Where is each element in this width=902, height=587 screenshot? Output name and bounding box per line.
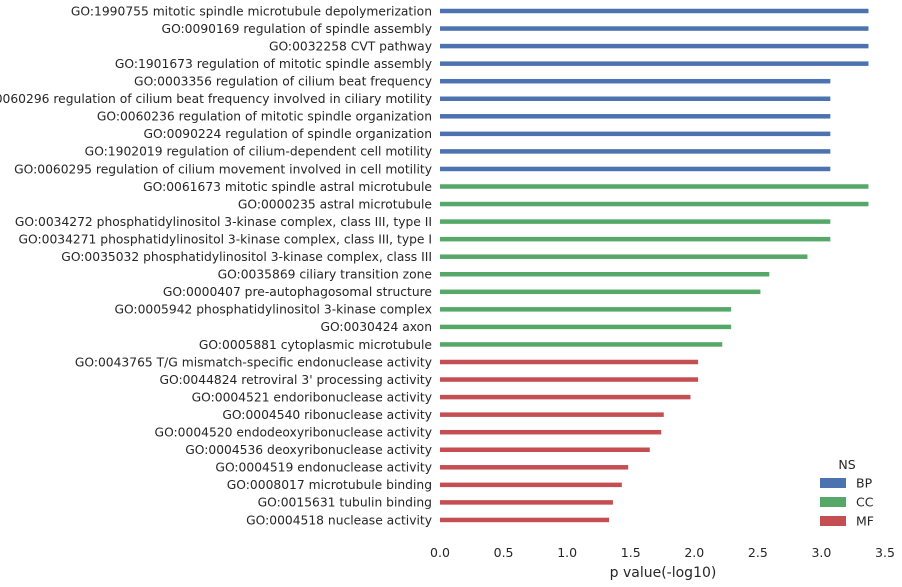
- y-tick-label: GO:0090224 regulation of spindle organiz…: [143, 127, 432, 141]
- legend-label: MF: [856, 514, 874, 529]
- legend-title: NS: [838, 457, 855, 472]
- bar: [440, 184, 869, 189]
- x-tick-label: 1.0: [557, 545, 577, 560]
- y-tick-label: GO:0061673 mitotic spindle astral microt…: [143, 180, 432, 194]
- bar: [440, 166, 831, 172]
- x-tick-label: 3.0: [811, 545, 831, 560]
- legend: NS BP CC MF: [820, 457, 874, 529]
- y-tick-label: GO:0060295 regulation of cilium movement…: [14, 162, 432, 176]
- y-tick-label: GO:0030424 axon: [320, 320, 432, 334]
- x-tick-label: 2.5: [748, 545, 768, 560]
- y-tick-label: GO:0004536 deoxyribonuclease activity: [185, 443, 432, 457]
- legend-swatch: [820, 478, 846, 488]
- legend-swatch: [820, 497, 846, 507]
- y-tick-label: GO:0005942 phosphatidylinositol 3-kinase…: [114, 303, 432, 317]
- y-tick-label: GO:0003356 regulation of cilium beat fre…: [134, 75, 432, 89]
- bar: [440, 482, 622, 488]
- y-tick-label: GO:0034272 phosphatidylinositol 3-kinase…: [15, 215, 432, 229]
- y-tick-label: GO:0000235 astral microtubule: [238, 197, 432, 211]
- x-tick-labels: 0.0 0.5 1.0 1.5 2.0 2.5 3.0 3.5: [430, 545, 895, 560]
- y-tick-label: GO:1902019 regulation of cilium-dependen…: [85, 145, 432, 159]
- x-tick-label: 0.0: [430, 545, 450, 560]
- bar: [440, 61, 869, 66]
- bar: [440, 465, 629, 470]
- bar: [440, 394, 691, 400]
- y-tick-label: GO:0015631 tubulin binding: [258, 496, 432, 510]
- bar: [440, 447, 650, 452]
- bars: [440, 8, 869, 523]
- bar: [440, 254, 808, 259]
- bar: [440, 307, 732, 312]
- y-tick-label: GO:0000407 pre-autophagosomal structure: [163, 285, 432, 299]
- legend-swatch: [820, 516, 846, 526]
- y-tick-label: GO:0004519 endonuclease activity: [215, 461, 432, 475]
- bar: [440, 342, 723, 347]
- y-tick-label: GO:0044824 retroviral 3' processing acti…: [159, 373, 432, 387]
- bar: [440, 517, 610, 523]
- y-tick-label: GO:0034271 phosphatidylinositol 3-kinase…: [18, 232, 432, 246]
- bar: [440, 324, 732, 330]
- bar: [440, 26, 869, 31]
- bar: [440, 429, 662, 435]
- bar: [440, 236, 831, 242]
- bar: [440, 114, 831, 119]
- bar: [440, 201, 869, 207]
- y-tick-label: GO:0004520 endodeoxyribonuclease activit…: [155, 426, 432, 440]
- bar: [440, 96, 831, 101]
- bar: [440, 8, 869, 14]
- bar: [440, 500, 613, 505]
- y-tick-label: GO:0004521 endoribonuclease activity: [192, 390, 432, 404]
- bar: [440, 377, 699, 382]
- y-tick-label: GO:0060236 regulation of mitotic spindle…: [97, 110, 432, 124]
- legend-label: BP: [856, 476, 873, 491]
- x-tick-label: 3.5: [875, 545, 895, 560]
- y-tick-label: GO:0032258 CVT pathway: [269, 39, 432, 53]
- bar: [440, 359, 699, 365]
- x-tick-label: 2.0: [684, 545, 704, 560]
- bar: [440, 219, 831, 224]
- bar: [440, 131, 831, 137]
- x-axis-label: p value(-log10): [610, 565, 717, 581]
- y-tick-label: GO:0090169 regulation of spindle assembl…: [162, 22, 432, 36]
- x-tick-label: 1.5: [621, 545, 641, 560]
- bar: [440, 78, 831, 84]
- y-tick-label: GO:0035869 ciliary transition zone: [218, 268, 432, 282]
- y-tick-labels: GO:1990755 mitotic spindle microtubule d…: [0, 4, 432, 527]
- legend-label: CC: [856, 495, 874, 510]
- bar: [440, 289, 761, 295]
- y-tick-label: GO:0008017 microtubule binding: [227, 478, 432, 492]
- y-tick-label: GO:0043765 T/G mismatch-specific endonuc…: [75, 355, 432, 369]
- y-tick-label: GO:1901673 regulation of mitotic spindle…: [115, 57, 432, 71]
- bar: [440, 272, 770, 277]
- y-tick-label: GO:0004518 nuclease activity: [246, 513, 432, 527]
- y-tick-label: GO:0035032 phosphatidylinositol 3-kinase…: [61, 250, 432, 264]
- x-tick-label: 0.5: [494, 545, 514, 560]
- bar: [440, 149, 831, 154]
- y-tick-label: GO:0004540 ribonuclease activity: [222, 408, 432, 422]
- y-tick-label: GO:0060296 regulation of cilium beat fre…: [0, 92, 432, 106]
- y-tick-label: GO:1990755 mitotic spindle microtubule d…: [71, 4, 432, 18]
- bar: [440, 412, 664, 417]
- y-tick-label: GO:0005881 cytoplasmic microtubule: [199, 338, 432, 352]
- bar: [440, 43, 869, 49]
